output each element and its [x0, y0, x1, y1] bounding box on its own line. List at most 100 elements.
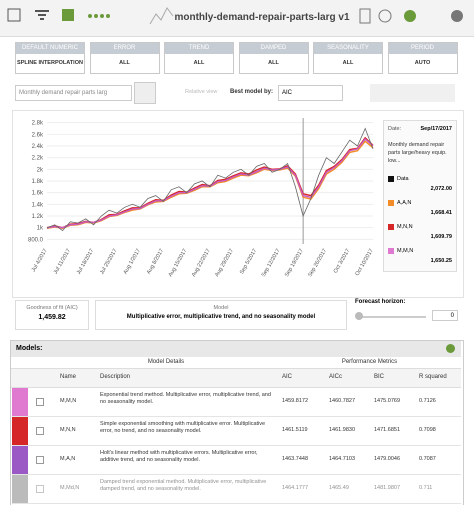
legend-swatch [388, 200, 394, 206]
cell-description: Exponential trend method. Multiplicative… [100, 392, 271, 405]
row-color [12, 388, 28, 416]
row-border [12, 445, 461, 446]
y-tick-label: 2.6k [32, 132, 44, 138]
x-tick-label: Sep 19/2017 [284, 248, 305, 278]
cell-name: M,A,N [60, 456, 76, 462]
cell-bic: 1471.6851 [374, 427, 400, 433]
row-color [12, 417, 28, 445]
filter-label: ERROR [90, 43, 159, 54]
filter-value[interactable]: ALL [119, 60, 130, 66]
x-tick-label: Oct 3/2017 [333, 248, 352, 274]
filter-label: TREND [165, 43, 233, 54]
filter[interactable]: DEFAULT NUMERIC SPLINE INTERPOLATION [15, 42, 85, 74]
x-tick-label: Jul 18/2017 [76, 248, 95, 276]
filter-value[interactable]: AUTO [414, 60, 431, 66]
cell-aicc: 1461.9830 [329, 427, 355, 433]
models-title: Models: [16, 345, 43, 352]
y-tick-label: 1.6k [32, 191, 44, 197]
filter-label: PERIOD [388, 43, 457, 54]
row-color [12, 446, 28, 474]
cell-r2: 0.711 [419, 485, 433, 491]
row-color [12, 475, 28, 503]
series-line [46, 127, 374, 232]
collapse-button[interactable] [446, 344, 455, 353]
x-tick-label: Aug 22/2017 [191, 248, 212, 278]
cell-name: M,Md,N [60, 485, 80, 491]
cell-bic: 1475.0769 [374, 398, 400, 404]
y-tick-label: 2.4k [32, 144, 44, 150]
filter-value[interactable]: ALL [268, 60, 279, 66]
x-tick-label: Aug 8/2017 [146, 248, 165, 275]
filter-label: DEFAULT NUMERIC [16, 43, 84, 54]
horizon-input[interactable]: 0 [432, 310, 458, 321]
column-header[interactable]: BIC [374, 374, 385, 380]
checkbox[interactable] [36, 485, 44, 493]
filter-value[interactable]: SPLINE INTERPOLATION [17, 60, 83, 66]
page-title: monthly-demand-repair-parts-larg v1 [174, 12, 349, 23]
x-tick-label: Aug 1/2017 [123, 248, 142, 275]
view-buttons[interactable] [370, 84, 455, 102]
cell-description: Damped trend exponential method. Multipl… [100, 479, 267, 492]
chart-panel [12, 110, 464, 298]
column-header[interactable]: AIC [282, 374, 293, 380]
column-header[interactable]: Description [100, 374, 131, 380]
best-model-label: Best model by: [230, 89, 274, 95]
cell-aic: 1464.1777 [282, 485, 308, 491]
legend-value: 2,072.00 [430, 186, 452, 192]
icon[interactable] [451, 10, 463, 22]
y-tick-label: 2k [37, 167, 44, 173]
chart-toggle[interactable] [134, 82, 156, 104]
filter[interactable]: TREND ALL [164, 42, 234, 74]
y-tick-label: 1k [37, 226, 44, 232]
checkbox[interactable] [36, 427, 44, 435]
legend-value: 1,609.79 [430, 234, 452, 240]
checkbox[interactable] [36, 398, 44, 406]
field-select[interactable]: Monthly demand repair parts larg [15, 85, 132, 101]
icon[interactable] [35, 10, 49, 20]
legend-swatch [388, 176, 394, 182]
column-header[interactable]: AICc [329, 374, 343, 380]
x-tick-label: Sep 12/2017 [261, 248, 282, 278]
legend-swatch [388, 224, 394, 230]
x-tick-label: Jul 11/2017 [53, 248, 72, 275]
cell-r2: 0.7126 [419, 398, 436, 404]
filter-value[interactable]: ALL [342, 60, 354, 66]
icon [149, 7, 174, 25]
cell-aicc: 1460.7827 [329, 398, 355, 404]
column-header[interactable]: R squared [419, 374, 447, 380]
fit-label: Goodness of fit (AIC) [26, 305, 78, 311]
toolbar [0, 0, 474, 37]
cell-r2: 0.7098 [419, 427, 436, 433]
icon[interactable] [404, 10, 416, 22]
header-group: Model Details [147, 359, 185, 365]
icon[interactable] [7, 8, 21, 22]
cell-aic: 1459.8172 [282, 398, 308, 404]
icon[interactable] [378, 9, 392, 23]
models-header [11, 341, 461, 357]
legend-name: A,A,N [397, 200, 412, 206]
icon[interactable] [62, 9, 74, 21]
series-line [46, 140, 374, 230]
slider-handle[interactable] [355, 312, 363, 320]
chart: 2.8k 2.6k 2.4k 2.2k 2k 1.8k 1.6k 1.4k 1.2k 1k 800.… [28, 118, 375, 278]
icon[interactable] [359, 8, 371, 24]
x-tick-label: Oct 10/2017 [355, 248, 375, 277]
relative-view[interactable]: Relative view [185, 89, 218, 95]
cell-aicc: 1464.7103 [329, 456, 355, 462]
y-tick-label: 1.4k [32, 202, 44, 208]
cell-r2: 0.7087 [419, 456, 436, 462]
checkbox[interactable] [36, 456, 44, 464]
filter-value[interactable]: ALL [193, 60, 205, 66]
filter-label: DAMPED [239, 43, 308, 54]
filter[interactable]: DAMPED ALL [238, 42, 309, 74]
legend-name: Data [397, 176, 409, 182]
series-line [46, 136, 374, 229]
horizon-slider[interactable] [358, 316, 426, 318]
filter[interactable]: PERIOD AUTO [387, 42, 458, 74]
best-model-select[interactable]: AIC [278, 85, 343, 101]
column-header[interactable]: Name [60, 374, 77, 380]
row-border [12, 503, 461, 504]
filter[interactable]: SEASONALITY ALL [313, 42, 383, 74]
filter[interactable]: ERROR ALL [89, 42, 160, 74]
x-tick-label: Jul 4/2017 [31, 248, 49, 273]
